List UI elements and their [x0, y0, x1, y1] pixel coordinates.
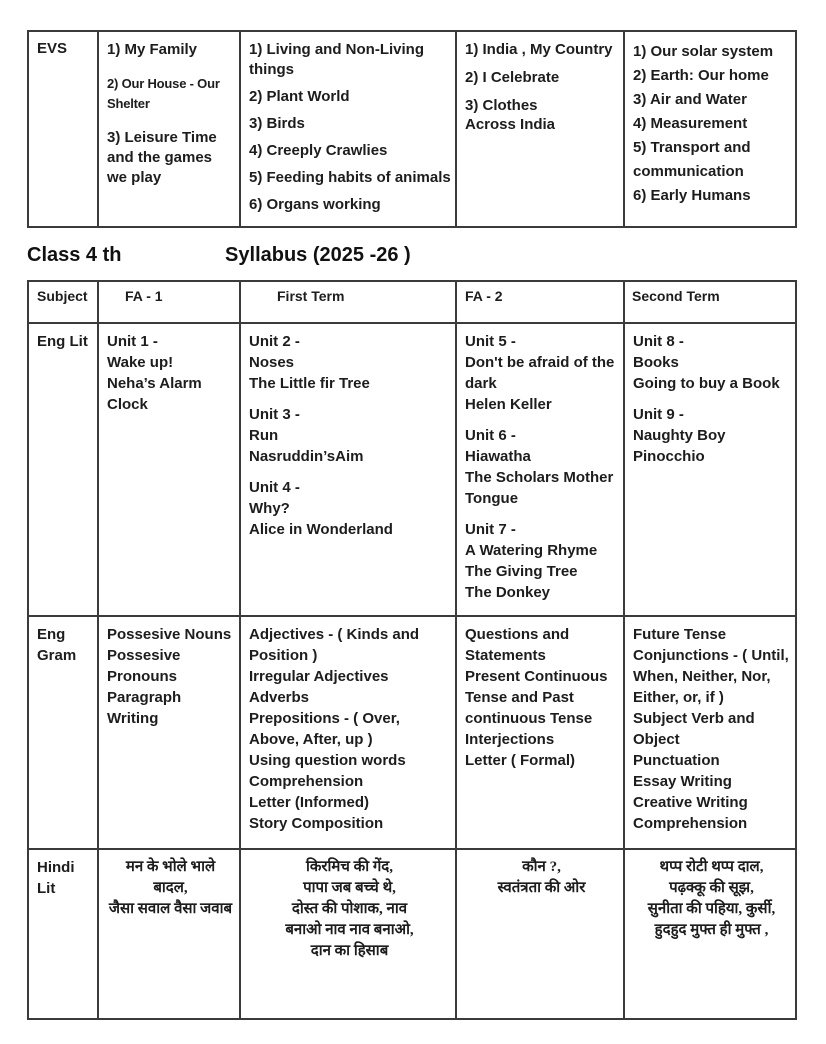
text-block: कौन ?, स्वतंत्रता की ओर — [497, 859, 586, 896]
text-block: 1) India , My Country — [465, 41, 613, 58]
text-block: Unit 3 - Run Nasruddin’sAim — [249, 406, 364, 465]
evs-first-term-cell: 1) Living and Non-Living things 2) Plant … — [239, 30, 457, 228]
row-hindi-lit: Hindi Lit मन के भोले भाले बादल, जैसा सवा… — [27, 848, 797, 1020]
row-eng-lit: Eng Lit Unit 1 - Wake up! Neha’s Alarm C… — [27, 322, 797, 617]
text-block: 2) Plant World — [249, 88, 350, 105]
text-block: 3) Air and Water — [633, 91, 747, 108]
text-block: Future Tense Conjunctions - ( Until, Whe… — [633, 626, 789, 832]
evs-table: EVS 1) My Family 2) Our House - Our Shelt… — [27, 30, 797, 228]
hindi-lit-second-term-cell: थप्प रोटी थप्प दाल, पढ़क्कू की सूझ, सुनी… — [623, 848, 797, 1020]
text-block: Adjectives - ( Kinds and Position ) Irre… — [249, 626, 420, 832]
text-block: Questions and Statements Present Continu… — [465, 626, 608, 769]
subject-cell-hindi-lit: Hindi Lit — [27, 848, 99, 1020]
subject-cell-eng-gram: Eng Gram — [27, 615, 99, 850]
eng-gram-second-term-cell: Future Tense Conjunctions - ( Until, Whe… — [623, 615, 797, 850]
row-eng-gram: Eng Gram Possesive Nouns Possesive Prono… — [27, 615, 797, 850]
text-block: Unit 9 - Naughty Boy Pinocchio — [633, 406, 726, 465]
hindi-lit-fa2-cell: कौन ?, स्वतंत्रता की ओर — [455, 848, 625, 1020]
text-block: Unit 4 - Why? Alice in Wonderland — [249, 479, 393, 538]
text-block: Unit 5 - Don't be afraid of the dark Hel… — [465, 333, 615, 413]
class-label: Class 4 th — [27, 244, 122, 266]
text-block: Possesive Nouns Possesive Pronouns Parag… — [107, 626, 232, 727]
syllabus-header-row: Subject FA - 1 First Term FA - 2 Second … — [27, 280, 797, 324]
eng-lit-fa2-cell: Unit 5 - Don't be afraid of the dark Hel… — [455, 322, 625, 617]
hindi-lit-fa1-cell: मन के भोले भाले बादल, जैसा सवाल वैसा जवा… — [97, 848, 241, 1020]
text-block: मन के भोले भाले बादल, जैसा सवाल वैसा जवा… — [108, 859, 233, 917]
eng-gram-fa2-cell: Questions and Statements Present Continu… — [455, 615, 625, 850]
syllabus-table: Subject FA - 1 First Term FA - 2 Second … — [27, 280, 797, 1020]
evs-row: EVS 1) My Family 2) Our House - Our Shelt… — [27, 30, 797, 228]
text-block: Unit 2 - Noses The Little fir Tree — [249, 333, 370, 392]
text-block: 3) Clothes Across India — [465, 97, 556, 133]
text-block: 1) My Family — [107, 41, 198, 58]
text-block: 4) Measurement — [633, 115, 748, 132]
text-block: 6) Organs working — [249, 196, 381, 213]
eng-gram-fa1-cell: Possesive Nouns Possesive Pronouns Parag… — [97, 615, 241, 850]
text-block: Unit 6 - Hiawatha The Scholars Mother To… — [465, 427, 614, 507]
text-block: 1) Our solar system — [633, 43, 774, 60]
eng-lit-second-term-cell: Unit 8 - Books Going to buy a Book Unit 9… — [623, 322, 797, 617]
evs-fa2-cell: 1) India , My Country 2) I Celebrate 3) Cl… — [455, 30, 625, 228]
subject-cell-eng-lit: Eng Lit — [27, 322, 99, 617]
syllabus-label: Syllabus (2025 -26 ) — [225, 244, 411, 266]
eng-lit-first-term-cell: Unit 2 - Noses The Little fir Tree Unit 3… — [239, 322, 457, 617]
text-block: 2) Our House - Our Shelter — [107, 76, 220, 111]
page-title: Class 4 th Syllabus (2025 -26 ) — [27, 244, 826, 270]
text-block: किरमिच की गेंद, पापा जब बच्चे थे, दोस्त … — [285, 859, 414, 959]
text-block: 5) Feeding habits of animals — [249, 169, 451, 186]
text-block: 5) Transport and communication — [633, 139, 751, 180]
header-fa2: FA - 2 — [455, 280, 625, 324]
text-block: 4) Creeply Crawlies — [249, 142, 388, 159]
text-block: थप्प रोटी थप्प दाल, पढ़क्कू की सूझ, सुनी… — [647, 859, 776, 938]
header-second-term: Second Term — [623, 280, 797, 324]
eng-lit-fa1-cell: Unit 1 - Wake up! Neha’s Alarm Clock — [97, 322, 241, 617]
text-block: 3) Birds — [249, 115, 305, 132]
text-block: Unit 7 - A Watering Rhyme The Giving Tre… — [465, 521, 598, 601]
text-block: Unit 8 - Books Going to buy a Book — [633, 333, 780, 392]
header-first-term: First Term — [239, 280, 457, 324]
header-subject: Subject — [27, 280, 99, 324]
evs-fa1-cell: 1) My Family 2) Our House - Our Shelter 3)… — [97, 30, 241, 228]
eng-gram-first-term-cell: Adjectives - ( Kinds and Position ) Irre… — [239, 615, 457, 850]
text-block: 3) Leisure Time and the games we play — [107, 129, 217, 186]
text-block: 6) Early Humans — [633, 187, 751, 204]
header-fa1: FA - 1 — [97, 280, 241, 324]
text-block: Unit 1 - Wake up! Neha’s Alarm Clock — [107, 333, 202, 413]
evs-second-term-cell: 1) Our solar system 2) Earth: Our home 3) … — [623, 30, 797, 228]
text-block: 2) I Celebrate — [465, 69, 560, 86]
hindi-lit-first-term-cell: किरमिच की गेंद, पापा जब बच्चे थे, दोस्त … — [239, 848, 457, 1020]
text-block: 2) Earth: Our home — [633, 67, 769, 84]
evs-subject-cell: EVS — [27, 30, 99, 228]
text-block: 1) Living and Non-Living things — [249, 41, 424, 78]
